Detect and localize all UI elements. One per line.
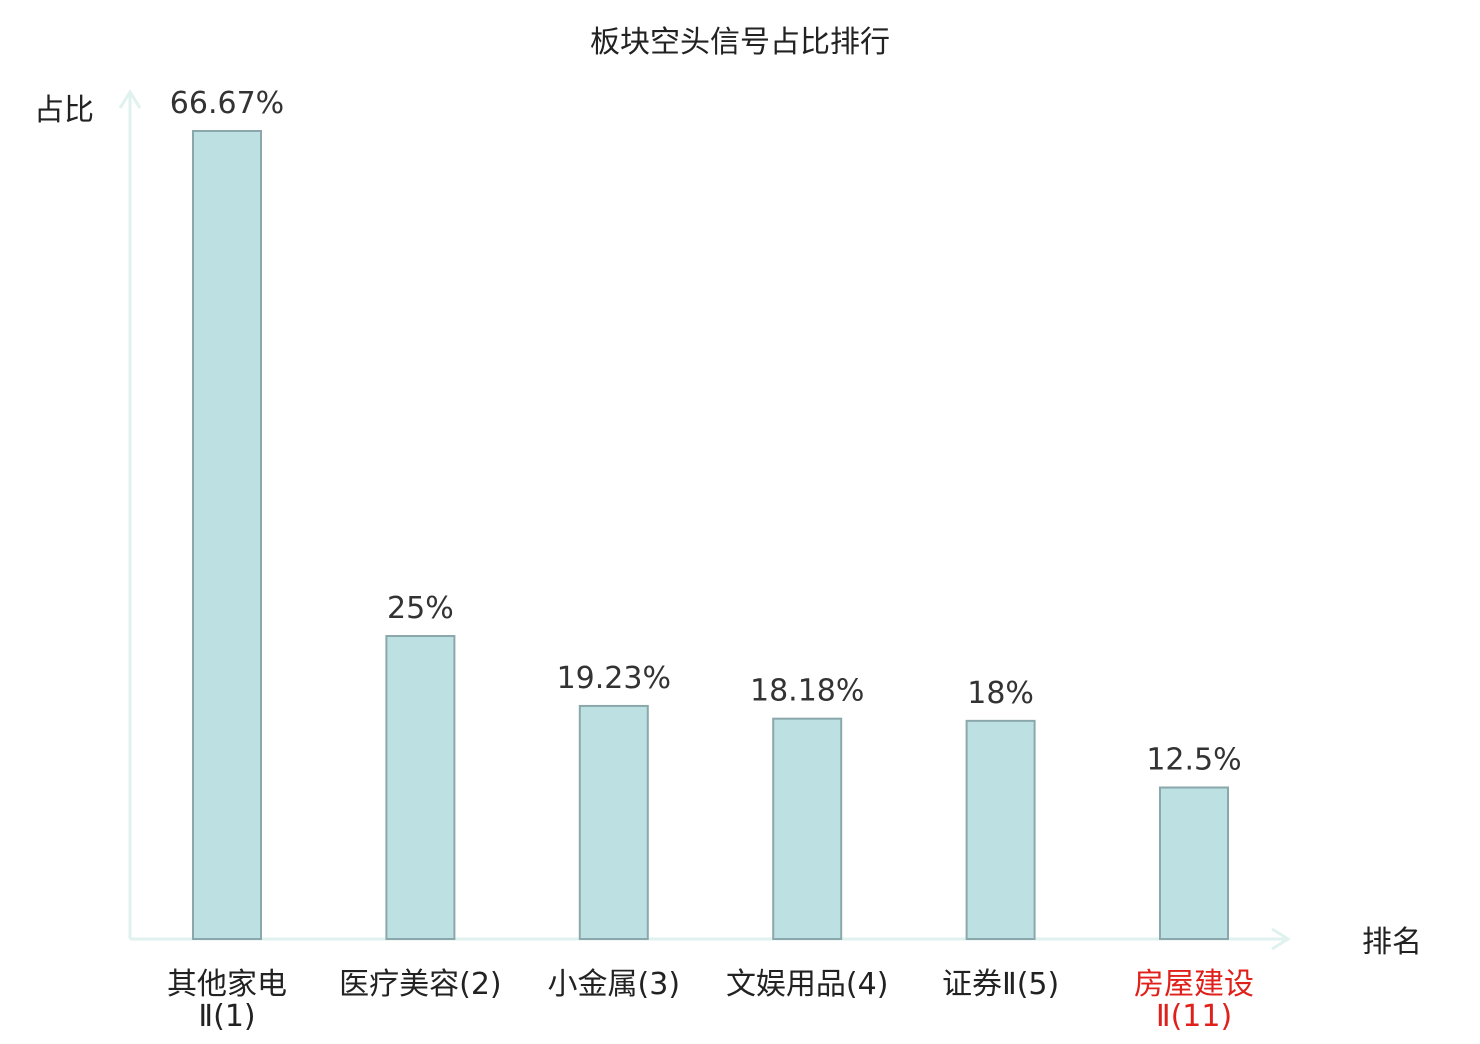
value-label: 19.23% bbox=[557, 661, 671, 696]
category-label-line2: Ⅱ(11) bbox=[1156, 999, 1232, 1034]
category-label: 小金属(3) bbox=[548, 967, 681, 1002]
axes bbox=[118, 89, 1291, 951]
bar bbox=[578, 704, 649, 940]
x-axis-label: 排名 bbox=[1362, 925, 1422, 960]
bar bbox=[965, 719, 1036, 940]
bar bbox=[385, 635, 456, 940]
bar bbox=[1159, 786, 1229, 940]
value-label: 12.5% bbox=[1146, 743, 1241, 778]
y-axis-arrow bbox=[118, 89, 142, 109]
value-label: 25% bbox=[387, 591, 454, 626]
chart-title: 板块空头信号占比排行 bbox=[590, 25, 890, 60]
category-label: 文娱用品(4) bbox=[726, 967, 889, 1002]
bar bbox=[772, 717, 843, 941]
value-label: 66.67% bbox=[170, 86, 284, 121]
category-label: 医疗美容(2) bbox=[339, 967, 502, 1002]
category-label: 其他家电 bbox=[167, 967, 287, 1002]
value-label: 18.18% bbox=[750, 674, 864, 709]
category-label-line2: Ⅱ(1) bbox=[198, 999, 255, 1034]
category-label: 房屋建设 bbox=[1134, 967, 1254, 1002]
y-axis-label: 占比 bbox=[34, 93, 94, 128]
category-label: 证券Ⅱ(5) bbox=[942, 967, 1059, 1002]
bar bbox=[192, 130, 262, 940]
bars bbox=[192, 130, 1229, 941]
x-axis-arrow bbox=[1271, 927, 1291, 951]
value-label: 18% bbox=[967, 676, 1034, 711]
